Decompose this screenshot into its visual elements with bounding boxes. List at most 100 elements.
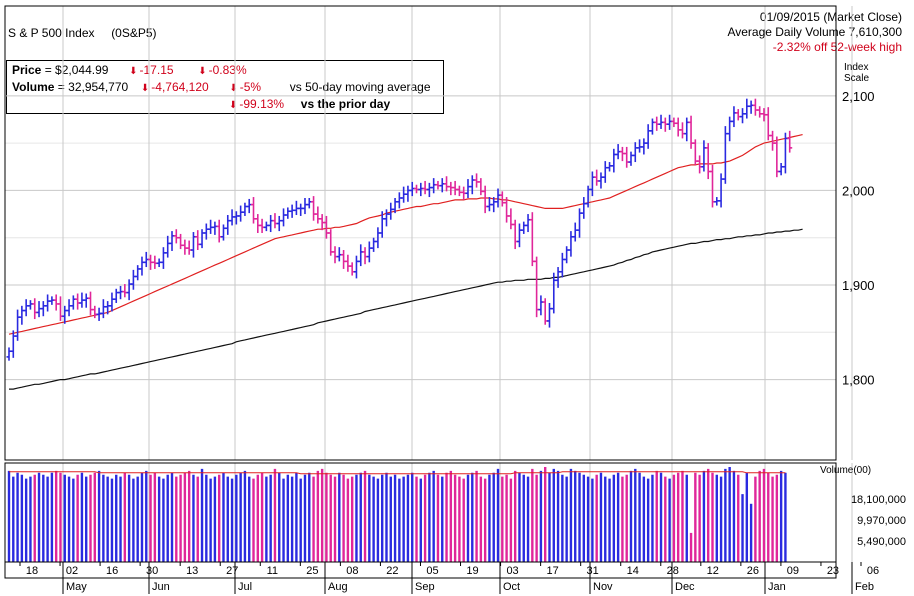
price-value: = $2,044.99: [44, 63, 109, 77]
price-bar: [328, 229, 334, 256]
price-bar: [83, 293, 89, 308]
day-tick-label: 28: [667, 565, 679, 577]
price-panel-frame: [4, 5, 837, 461]
price-bar: [602, 161, 608, 183]
price-bar: [748, 100, 754, 114]
volume-tick-label: 5,490,000: [857, 536, 906, 548]
price-bar: [229, 209, 235, 226]
price-bar: [675, 117, 681, 137]
price-bar: [572, 222, 578, 242]
price-bar: [126, 279, 132, 301]
price-bar: [448, 181, 454, 196]
price-bar: [315, 206, 321, 224]
price-bar: [182, 239, 188, 255]
price-bar: [152, 255, 158, 269]
price-bar: [546, 302, 552, 328]
price-bar: [701, 140, 707, 172]
price-row: Price = $2,044.99 ⬇ -17.15 ⬇ -0.83%: [12, 63, 247, 77]
price-bar: [645, 124, 651, 149]
price-bar: [422, 180, 428, 195]
price-bar: [474, 173, 480, 188]
price-bar: [345, 254, 351, 272]
index-name: S & P 500 Index: [8, 26, 95, 40]
price-bar: [160, 247, 166, 269]
down-arrow-icon: ⬇: [140, 83, 150, 94]
volume-change: -4,764,120: [151, 80, 209, 94]
price-bar: [529, 212, 535, 267]
volume-label: Volume: [12, 80, 55, 94]
price-tick-label: 1,900: [842, 278, 875, 293]
price-bar: [100, 299, 106, 319]
price-label: Price: [12, 63, 42, 77]
day-tick-label: 03: [506, 565, 518, 577]
day-tick-label: 11: [267, 565, 278, 577]
volume-axis-label: Volume(00): [820, 465, 871, 476]
price-bar: [774, 136, 780, 178]
day-tick-label: 06: [867, 565, 879, 577]
month-label: Jun: [152, 581, 170, 593]
price-bar: [251, 197, 257, 224]
price-bar: [740, 108, 746, 124]
price-bar: [173, 229, 179, 244]
average-daily-volume: Average Daily Volume 7,610,300: [727, 25, 902, 39]
volume-tick-label: 18,100,000: [851, 494, 906, 506]
price-bar: [156, 258, 162, 268]
volume-ma50-line: [9, 471, 786, 475]
price-bar: [285, 207, 291, 219]
chart-grid: [5, 6, 853, 460]
day-tick-label: 12: [707, 565, 719, 577]
price-bar: [611, 148, 617, 173]
day-tick-label: 30: [146, 565, 158, 577]
price-bar: [165, 235, 171, 258]
price-bar: [654, 116, 660, 131]
volume-vsprior-text: vs the prior day: [300, 97, 391, 111]
price-bar: [10, 330, 16, 358]
price-bar: [778, 162, 784, 176]
price-bar: [199, 229, 205, 249]
off-52-week-high: -2.32% off 52-week high: [772, 40, 902, 54]
day-tick-label: 16: [106, 565, 118, 577]
price-bar: [88, 291, 94, 316]
price-bar: [118, 285, 124, 300]
price-bar: [190, 232, 196, 258]
day-tick-label: 13: [186, 565, 198, 577]
price-bar: [684, 117, 690, 142]
price-bar: [607, 162, 613, 172]
price-bar: [169, 231, 175, 251]
price-bar: [216, 219, 222, 243]
price-bar: [178, 233, 184, 250]
price-bar: [512, 219, 518, 250]
price-bar: [538, 295, 544, 316]
quote-info-box: Price = $2,044.99 ⬇ -17.15 ⬇ -0.83% Volume…: [6, 60, 444, 114]
volume-vs50-pct: -5%: [239, 80, 262, 94]
day-tick-label: 14: [627, 565, 639, 577]
price-bar: [735, 109, 741, 121]
price-bar: [478, 178, 484, 196]
price-bar: [452, 180, 458, 196]
month-label: Jan: [768, 581, 786, 593]
price-bar: [23, 299, 29, 317]
day-tick-label: 23: [827, 565, 839, 577]
header-summary: 01/09/2015 (Market Close) Average Daily …: [727, 10, 902, 55]
month-label: Oct: [503, 581, 520, 593]
price-bar: [353, 255, 359, 279]
price-bar: [289, 204, 295, 218]
ma50-line: [8, 134, 803, 335]
price-bar: [53, 294, 59, 311]
price-bar: [787, 130, 793, 153]
price-bar: [79, 292, 85, 308]
price-bar: [667, 114, 673, 130]
price-bar: [242, 202, 248, 216]
chart-title: S & P 500 Index (0S&P5): [8, 26, 157, 40]
price-bar: [722, 126, 728, 184]
price-bar: [731, 106, 737, 128]
price-bar: [341, 250, 347, 269]
index-symbol: (0S&P5): [111, 26, 157, 40]
price-bar: [598, 172, 604, 189]
price-bar: [542, 298, 548, 325]
price-bar: [362, 247, 368, 265]
price-bar: [405, 185, 411, 202]
day-tick-label: 25: [306, 565, 318, 577]
price-bar: [6, 347, 12, 361]
